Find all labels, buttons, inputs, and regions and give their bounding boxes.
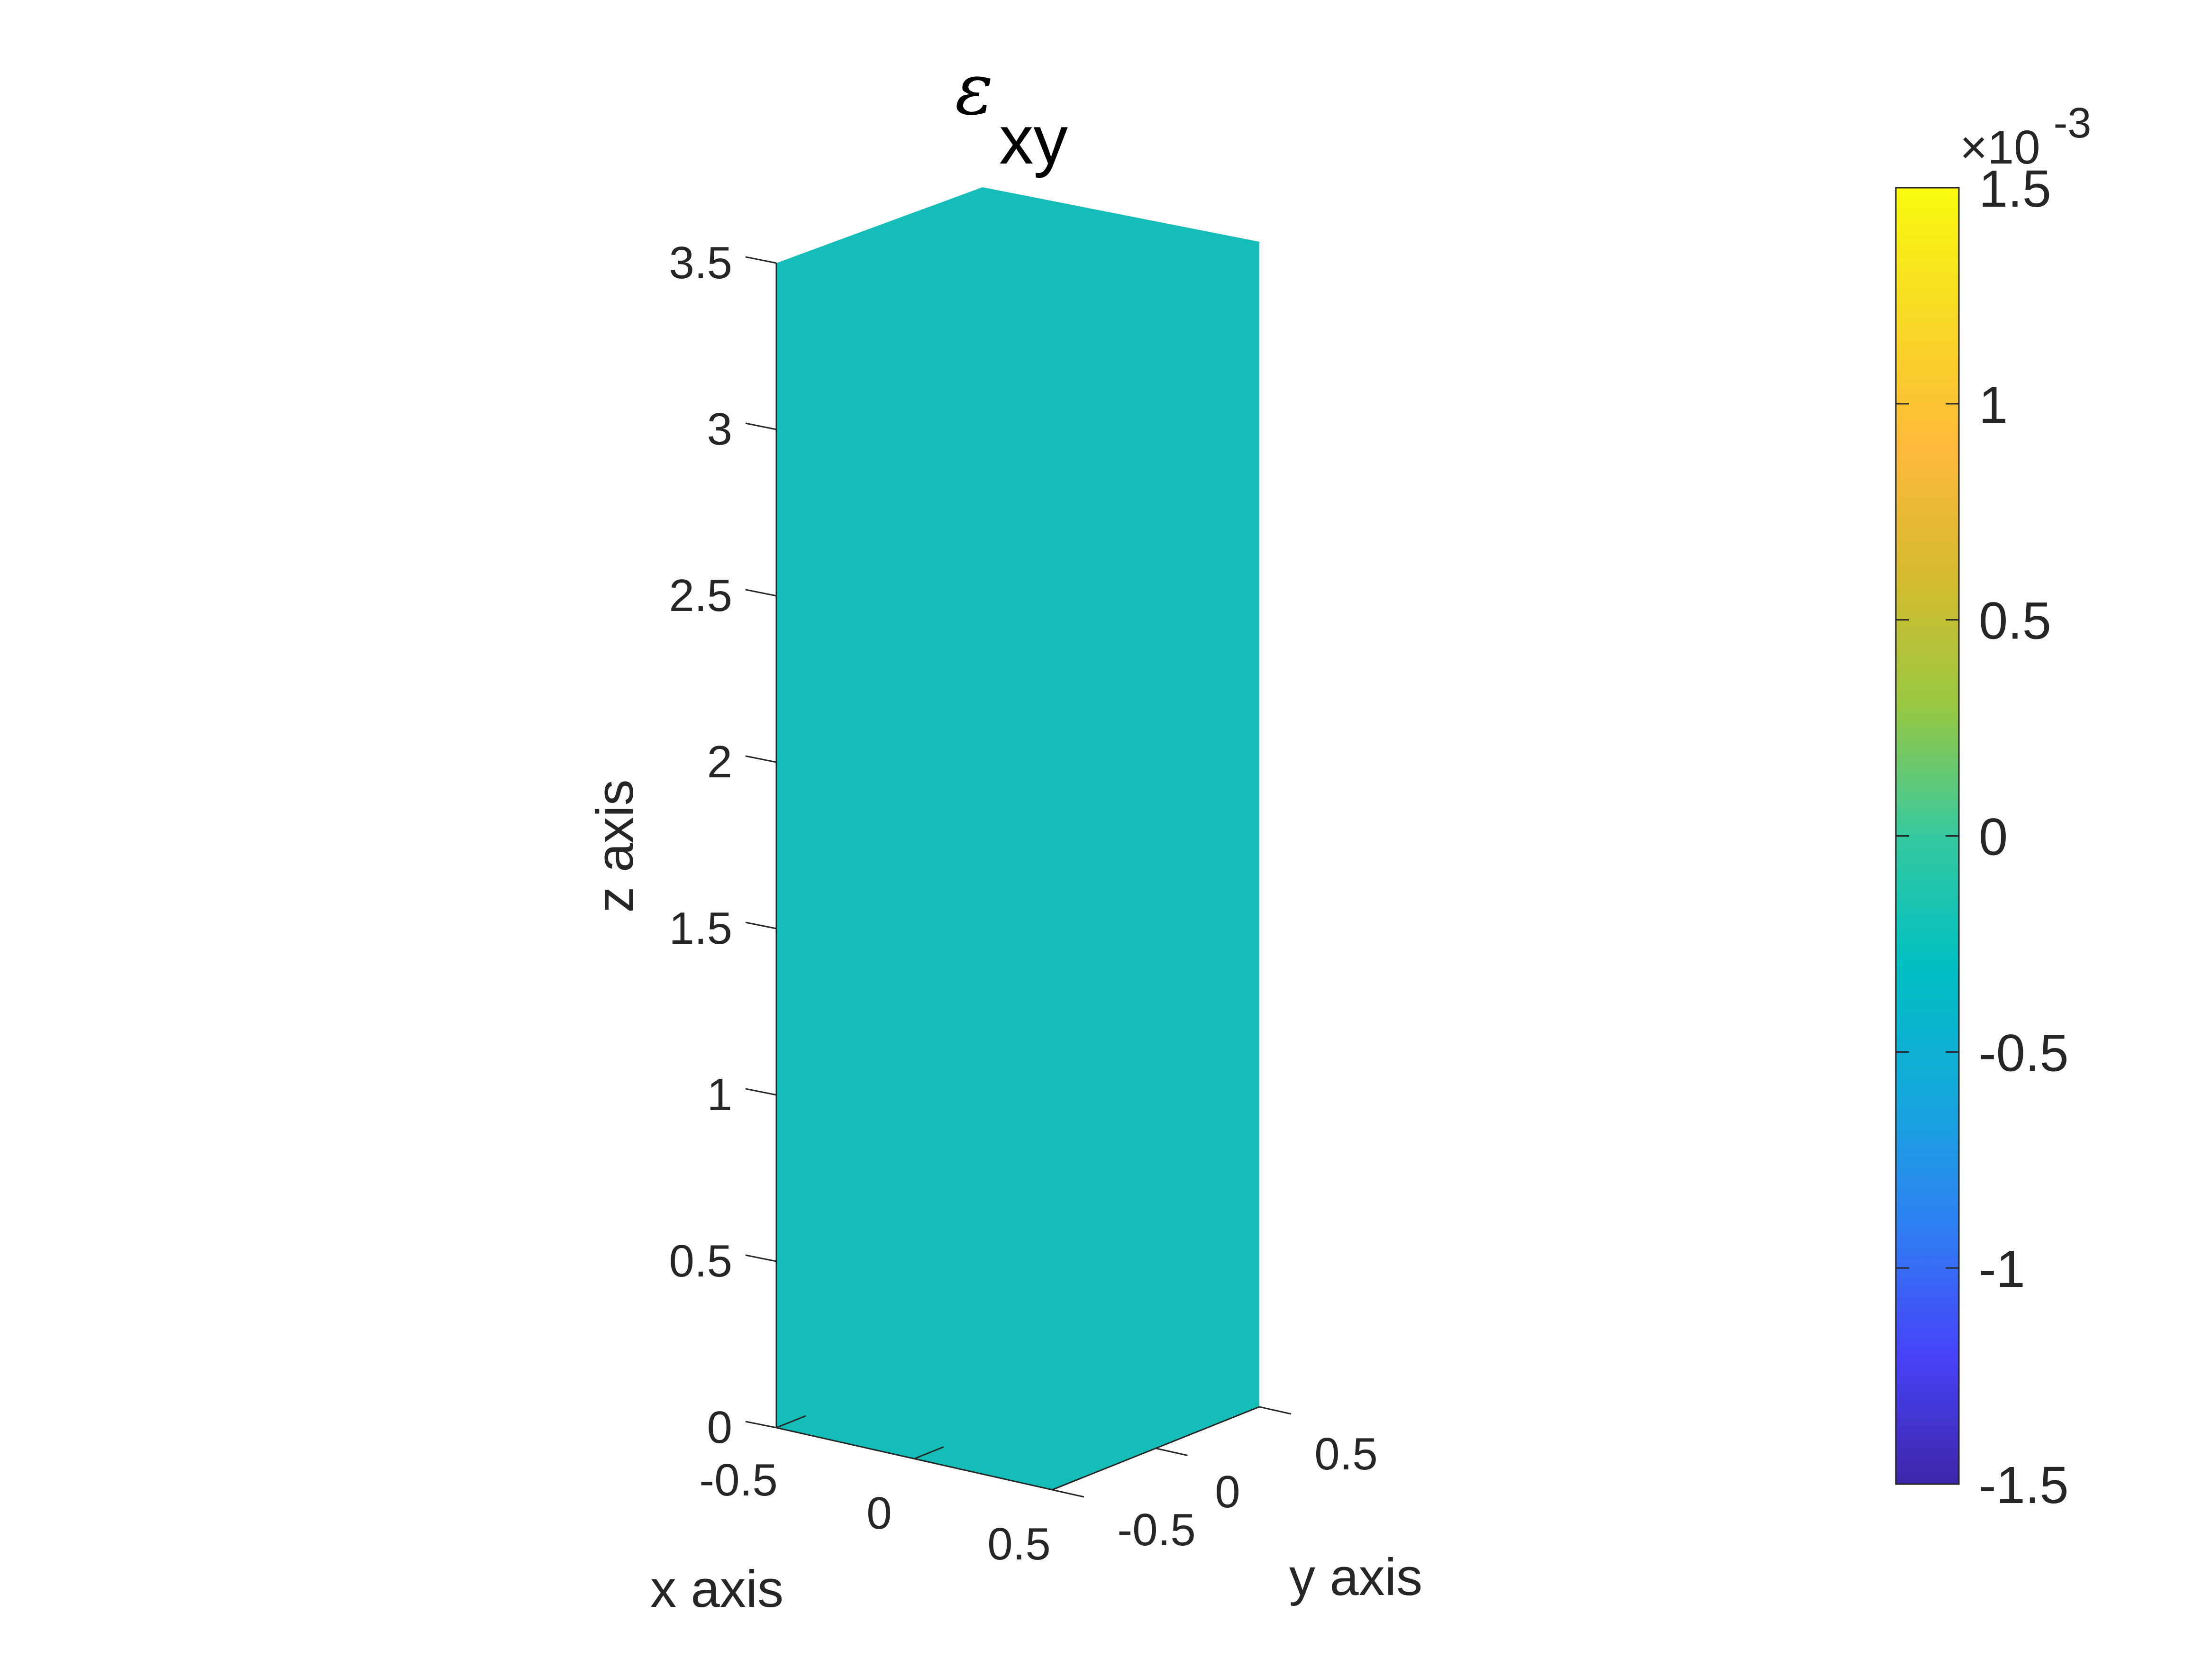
x-tick-mark xyxy=(1052,1477,1082,1491)
z-tick-mark xyxy=(745,589,777,597)
x-ticks: -0.5 0 0.5 xyxy=(699,1415,1082,1569)
y-tick-label: -0.5 xyxy=(1117,1504,1195,1555)
z-tick-label: 2.5 xyxy=(669,570,732,621)
z-tick-mark xyxy=(745,422,777,430)
y-tick-label: 0 xyxy=(1215,1467,1240,1517)
x-tick-mark xyxy=(776,1415,806,1429)
colorbar-tick-label: -0.5 xyxy=(1979,1024,2069,1082)
z-tick-label: 0 xyxy=(707,1402,732,1453)
colorbar-ticks: 1.5 1 0.5 0 -0.5 -1 -1.5 xyxy=(1896,160,2069,1514)
colorbar-exponent: ×10 -3 xyxy=(1960,100,2091,174)
y-tick-mark xyxy=(1156,1448,1188,1456)
z-tick-mark xyxy=(745,256,777,264)
z-tick-label: 3 xyxy=(707,404,732,455)
colorbar-tick-label: -1 xyxy=(1979,1240,2025,1298)
y-tick-mark xyxy=(1259,1406,1292,1415)
z-tick-label: 0.5 xyxy=(669,1236,732,1286)
z-ticks: 0 0.5 1 1.5 2 2.5 3 3.5 xyxy=(669,237,777,1453)
colorbar-exponent-power: -3 xyxy=(2053,100,2091,147)
surface-plot xyxy=(776,187,1259,1490)
colorbar-tick-label: 0 xyxy=(1979,808,2008,866)
z-tick-label: 3.5 xyxy=(669,237,732,288)
y-ticks: -0.5 0 0.5 xyxy=(1052,1406,1378,1555)
z-tick-mark xyxy=(745,1088,777,1096)
z-tick-mark xyxy=(745,1421,777,1429)
z-tick-label: 1 xyxy=(707,1069,732,1120)
colorbar-tick-label: 1.5 xyxy=(1979,160,2051,218)
x-tick-label: -0.5 xyxy=(699,1455,777,1505)
z-tick-label: 2 xyxy=(707,737,732,787)
colorbar-tick-label: -1.5 xyxy=(1979,1456,2069,1514)
colorbar-tick-label: 1 xyxy=(1979,376,2008,434)
colorbar: 1.5 1 0.5 0 -0.5 -1 -1.5 ×10 -3 xyxy=(1895,100,2091,1514)
z-tick-label: 1.5 xyxy=(669,903,732,954)
colorbar-tick-label: 0.5 xyxy=(1979,592,2051,650)
z-axis-label: z axis xyxy=(586,779,644,912)
surface-face-front xyxy=(776,187,1259,1490)
x-tick-label: 0 xyxy=(866,1488,892,1539)
title-subscript: xy xyxy=(999,101,1068,178)
z-tick-mark xyxy=(745,755,777,763)
z-tick-mark xyxy=(745,921,777,930)
x-tick-mark xyxy=(914,1446,944,1459)
chart-title: ε xy xyxy=(955,48,1068,178)
x-tick-label: 0.5 xyxy=(987,1519,1050,1569)
title-symbol: ε xyxy=(955,48,993,131)
y-axis-label: y axis xyxy=(1289,1548,1422,1606)
y-tick-mark xyxy=(1052,1489,1084,1498)
y-tick-label: 0.5 xyxy=(1314,1429,1377,1479)
colorbar-exponent-prefix: ×10 xyxy=(1960,121,2040,174)
x-axis-label: x axis xyxy=(650,1560,783,1618)
z-tick-mark xyxy=(745,1254,777,1262)
